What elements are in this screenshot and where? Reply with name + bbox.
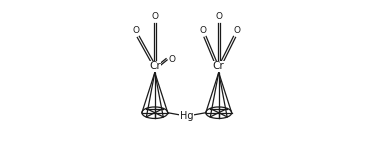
- Text: O: O: [233, 26, 240, 35]
- Text: Cr: Cr: [149, 61, 161, 71]
- Text: O: O: [200, 26, 206, 35]
- Text: Hg: Hg: [180, 111, 193, 121]
- Text: Cr: Cr: [213, 61, 225, 71]
- Text: O: O: [133, 26, 139, 35]
- Text: O: O: [152, 11, 158, 20]
- Text: O: O: [168, 55, 176, 64]
- Text: O: O: [215, 11, 222, 20]
